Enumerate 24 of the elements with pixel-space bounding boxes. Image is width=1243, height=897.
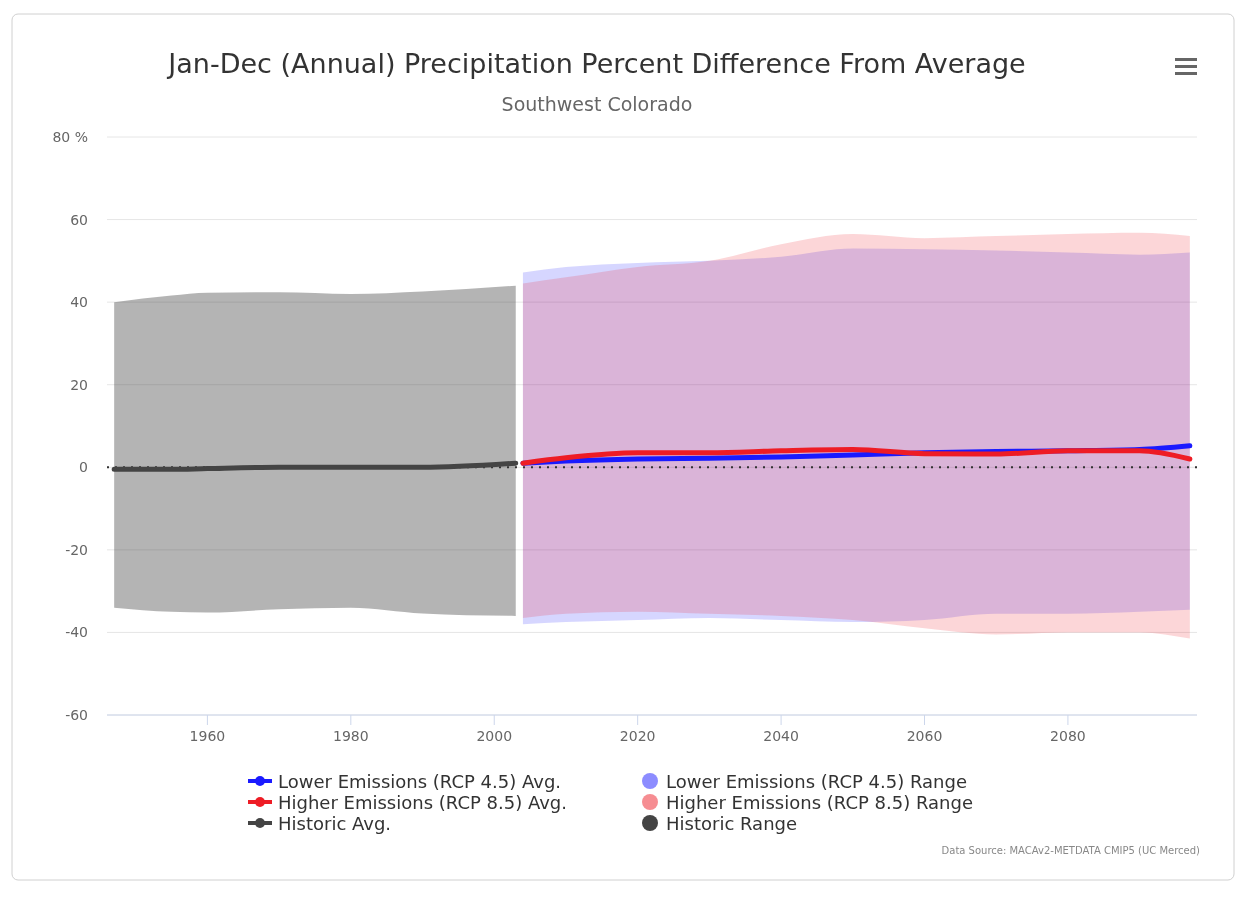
y-tick-label: 40 (70, 294, 88, 311)
y-tick-label: 60 (70, 211, 88, 228)
y-tick-label: -40 (65, 624, 88, 641)
legend-label: Higher Emissions (RCP 8.5) Avg. (278, 792, 567, 813)
chart-title: Jan-Dec (Annual) Precipitation Percent Difference From Average (166, 48, 1026, 79)
chart-subtitle: Southwest Colorado (501, 93, 693, 115)
x-tick-label: 1960 (189, 728, 226, 744)
x-tick-label: 2080 (1050, 728, 1086, 744)
x-tick-label: 2040 (763, 728, 799, 744)
text: Higher Emissions (RCP 8.5) Range (666, 792, 973, 813)
x-tick-label: 2020 (619, 728, 656, 744)
y-tick-label: 0 (79, 459, 88, 476)
x-tick-label: 2060 (906, 728, 943, 744)
y-tick-label: 80 % (52, 129, 88, 145)
y-tick-label: -20 (65, 541, 88, 558)
text: Historic Range (666, 813, 798, 834)
source-note: Data Source: MACAv2-METDATA CMIP5 (UC Merced) (941, 845, 1201, 856)
legend-label: Lower Emissions (RCP 4.5) Avg. (278, 771, 562, 792)
x-tick-label: 1980 (333, 728, 369, 744)
x-tick-label: 2000 (476, 728, 513, 744)
legend-label: Historic Avg. (278, 813, 392, 834)
y-tick-label: 20 (70, 376, 88, 393)
y-tick-label: -60 (65, 707, 88, 723)
text: Lower Emissions (RCP 4.5) Range (666, 771, 968, 792)
